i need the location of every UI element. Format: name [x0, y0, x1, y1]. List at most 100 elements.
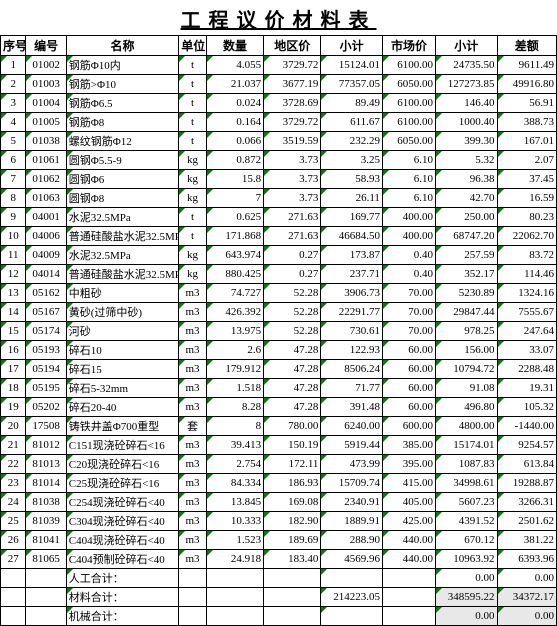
- cell-rprice: 183.40: [264, 550, 321, 569]
- cell-sub2: 670.12: [435, 531, 497, 550]
- cell-unit: m3: [179, 284, 207, 303]
- cell-code: [26, 607, 66, 626]
- cell-unit: [179, 607, 207, 626]
- table-row: 501038螺纹钢筋Φ12t0.0663519.59232.296050.003…: [1, 132, 557, 151]
- cell-mprice: 60.00: [382, 398, 435, 417]
- table-row: 904001水泥32.5MPat0.625271.63169.77400.002…: [1, 208, 557, 227]
- cell-unit: m3: [179, 455, 207, 474]
- cell-mprice: 60.00: [382, 360, 435, 379]
- cell-sub2: 29847.44: [435, 303, 497, 322]
- cell-mprice: [382, 607, 435, 626]
- cell-code: 01002: [26, 56, 66, 75]
- cell-diff: 3266.31: [497, 493, 556, 512]
- cell-name: 普通硅酸盐水泥32.5MPa: [66, 265, 178, 284]
- cell-diff: 33.07: [497, 341, 556, 360]
- cell-rprice: 186.93: [264, 474, 321, 493]
- cell-sub1: 1889.91: [321, 512, 383, 531]
- hdr-unit: 单位: [179, 36, 207, 56]
- cell-sub1: 3.25: [321, 151, 383, 170]
- cell-sub2: 257.59: [435, 246, 497, 265]
- cell-sub1: 232.29: [321, 132, 383, 151]
- cell-unit: m3: [179, 512, 207, 531]
- cell-qty: 8.28: [206, 398, 263, 417]
- cell-diff: 1324.16: [497, 284, 556, 303]
- cell-seq: 14: [1, 303, 26, 322]
- cell-mprice: 6.10: [382, 151, 435, 170]
- cell-sub1: 26.11: [321, 189, 383, 208]
- cell-unit: m3: [179, 531, 207, 550]
- cell-diff: 56.91: [497, 94, 556, 113]
- cell-mprice: 6050.00: [382, 132, 435, 151]
- cell-seq: 1: [1, 56, 26, 75]
- cell-qty: 13.975: [206, 322, 263, 341]
- cell-mprice: [382, 588, 435, 607]
- cell-diff: 381.22: [497, 531, 556, 550]
- cell-code: [26, 588, 66, 607]
- cell-code: 01061: [26, 151, 66, 170]
- cell-unit: kg: [179, 170, 207, 189]
- cell-sub2: 15174.01: [435, 436, 497, 455]
- page-title: 工程议价材料表: [0, 0, 557, 35]
- cell-unit: t: [179, 56, 207, 75]
- cell-diff: 16.59: [497, 189, 556, 208]
- cell-seq: 5: [1, 132, 26, 151]
- cell-seq: 15: [1, 322, 26, 341]
- cell-qty: 15.8: [206, 170, 263, 189]
- cell-name: 碎石10: [66, 341, 178, 360]
- cell-rprice: 0.27: [264, 265, 321, 284]
- cell-sub1: 77357.05: [321, 75, 383, 94]
- cell-sub2: 348595.22: [435, 588, 497, 607]
- table-body: 101002钢筋Φ10内t4.0553729.7215124.016100.00…: [1, 56, 557, 626]
- cell-seq: 17: [1, 360, 26, 379]
- cell-rprice: 172.11: [264, 455, 321, 474]
- table-row: 1705194碎石15m3179.91247.288506.2460.00107…: [1, 360, 557, 379]
- table-row: 2017508铸铁井盖Φ700重型套8780.006240.00600.0048…: [1, 417, 557, 436]
- cell-mprice: 395.00: [382, 455, 435, 474]
- cell-code: 81012: [26, 436, 66, 455]
- hdr-seq: 序号: [1, 36, 26, 56]
- cell-diff: 9254.57: [497, 436, 556, 455]
- table-row: 2581039C304现浇砼碎石<40m310.333182.901889.91…: [1, 512, 557, 531]
- cell-code: 81041: [26, 531, 66, 550]
- cell-mprice: 6.10: [382, 189, 435, 208]
- cell-seq: [1, 588, 26, 607]
- cell-sub1: 173.87: [321, 246, 383, 265]
- cell-unit: m3: [179, 379, 207, 398]
- cell-qty: 171.868: [206, 227, 263, 246]
- cell-sub2: 352.17: [435, 265, 497, 284]
- cell-unit: kg: [179, 265, 207, 284]
- cell-sub1: 89.49: [321, 94, 383, 113]
- cell-qty: 179.912: [206, 360, 263, 379]
- cell-qty: 13.845: [206, 493, 263, 512]
- cell-sub1: 4569.96: [321, 550, 383, 569]
- cell-rprice: [264, 588, 321, 607]
- cell-unit: kg: [179, 246, 207, 265]
- cell-rprice: 52.28: [264, 322, 321, 341]
- cell-diff: 105.32: [497, 398, 556, 417]
- table-row: 2181012C151现浇砼碎石<16m339.413150.195919.44…: [1, 436, 557, 455]
- cell-qty: 880.425: [206, 265, 263, 284]
- cell-sub2: 91.08: [435, 379, 497, 398]
- cell-mprice: 60.00: [382, 379, 435, 398]
- cell-seq: 23: [1, 474, 26, 493]
- cell-qty: [206, 588, 263, 607]
- cell-sub1: 46684.50: [321, 227, 383, 246]
- cell-name: 黄砂(过筛中砂): [66, 303, 178, 322]
- cell-rprice: 47.28: [264, 379, 321, 398]
- cell-sub2: 68747.20: [435, 227, 497, 246]
- cell-name: 铸铁井盖Φ700重型: [66, 417, 178, 436]
- cell-sub1: 5919.44: [321, 436, 383, 455]
- table-row: 1104009水泥32.5MPakg643.9740.27173.870.402…: [1, 246, 557, 265]
- cell-qty: 426.392: [206, 303, 263, 322]
- cell-sub1: 58.93: [321, 170, 383, 189]
- cell-rprice: 271.63: [264, 208, 321, 227]
- cell-sub1: 391.48: [321, 398, 383, 417]
- cell-unit: m3: [179, 360, 207, 379]
- hdr-rprice: 地区价: [264, 36, 321, 56]
- cell-sub2: 250.00: [435, 208, 497, 227]
- table-row: 1905202碎石20-40m38.2847.28391.4860.00496.…: [1, 398, 557, 417]
- cell-sub1: 288.90: [321, 531, 383, 550]
- table-row: 2381014C25现浇砼碎石<16m384.334186.9315709.74…: [1, 474, 557, 493]
- cell-sub1: 611.67: [321, 113, 383, 132]
- cell-qty: 8: [206, 417, 263, 436]
